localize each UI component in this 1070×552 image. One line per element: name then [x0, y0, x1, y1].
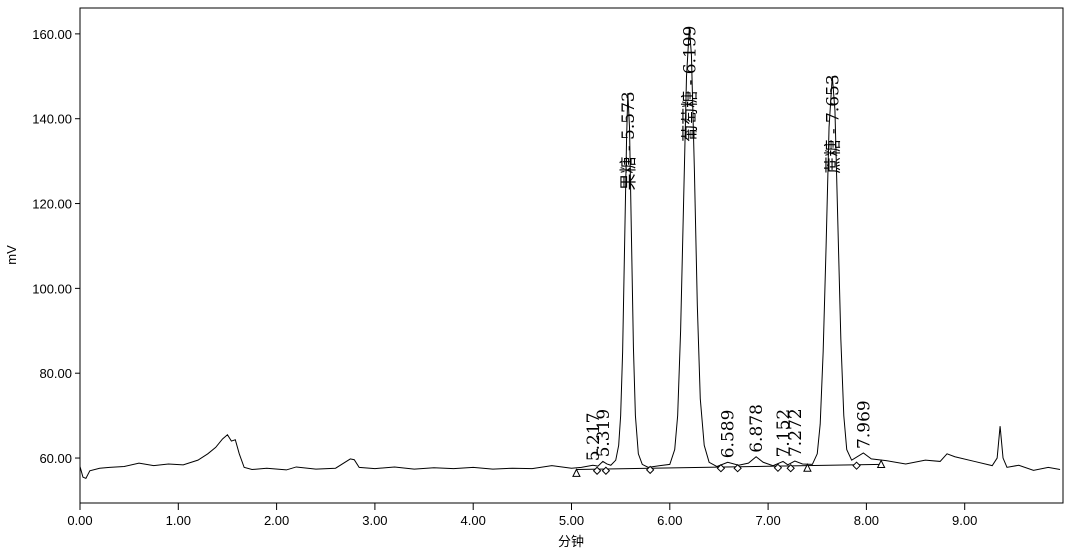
peak-label: 果糖 - 5.573	[619, 91, 639, 190]
integration-marker	[803, 463, 812, 472]
y-tick-label: 80.00	[39, 366, 72, 381]
trace	[79, 27, 1061, 480]
x-tick-label: 7.00	[755, 513, 780, 528]
peak-label: 蔗糖 - 7.653	[823, 74, 843, 173]
baseline	[576, 463, 882, 470]
integration-marker	[716, 464, 726, 473]
integration-marker	[572, 468, 581, 477]
x-tick-label: 5.00	[559, 513, 584, 528]
x-tick-label: 8.00	[854, 513, 879, 528]
integration-marker	[852, 461, 861, 470]
integration-marker	[733, 464, 742, 473]
y-tick-label: 120.00	[32, 197, 72, 212]
integration-marker	[592, 466, 602, 475]
plot-frame	[79, 7, 1064, 504]
peak-label: 7.152	[774, 409, 794, 458]
integration-marker	[645, 465, 655, 475]
integration-marker	[876, 459, 886, 468]
peak-label: 5.319	[594, 409, 614, 458]
y-tick-label: 60.00	[39, 451, 72, 466]
y-tick-label: 160.00	[32, 27, 72, 42]
y-tick-label: 100.00	[32, 281, 72, 296]
x-tick-label: 3.00	[362, 513, 387, 528]
integration-marker	[601, 466, 611, 475]
x-axis-label: 分钟	[558, 534, 584, 549]
x-tick-label: 0.00	[67, 513, 92, 528]
y-axis-label: mV	[4, 245, 19, 265]
peak-label: 7.272	[786, 408, 806, 457]
peak-label: 6.878	[747, 404, 767, 453]
peak-label: 6.589	[719, 410, 739, 459]
x-tick-label: 6.00	[657, 513, 682, 528]
peak-label: 葡萄糖 - 6.199	[680, 26, 700, 142]
integration-marker	[786, 464, 795, 473]
peak-label: 7.969	[854, 400, 874, 449]
y-tick-label: 140.00	[32, 112, 72, 127]
x-tick-label: 4.00	[461, 513, 486, 528]
peak-label: 5.217	[584, 413, 604, 462]
integration-marker	[773, 463, 783, 473]
x-tick-label: 1.00	[166, 513, 191, 528]
x-tick-label: 9.00	[952, 513, 977, 528]
x-tick-label: 2.00	[264, 513, 289, 528]
